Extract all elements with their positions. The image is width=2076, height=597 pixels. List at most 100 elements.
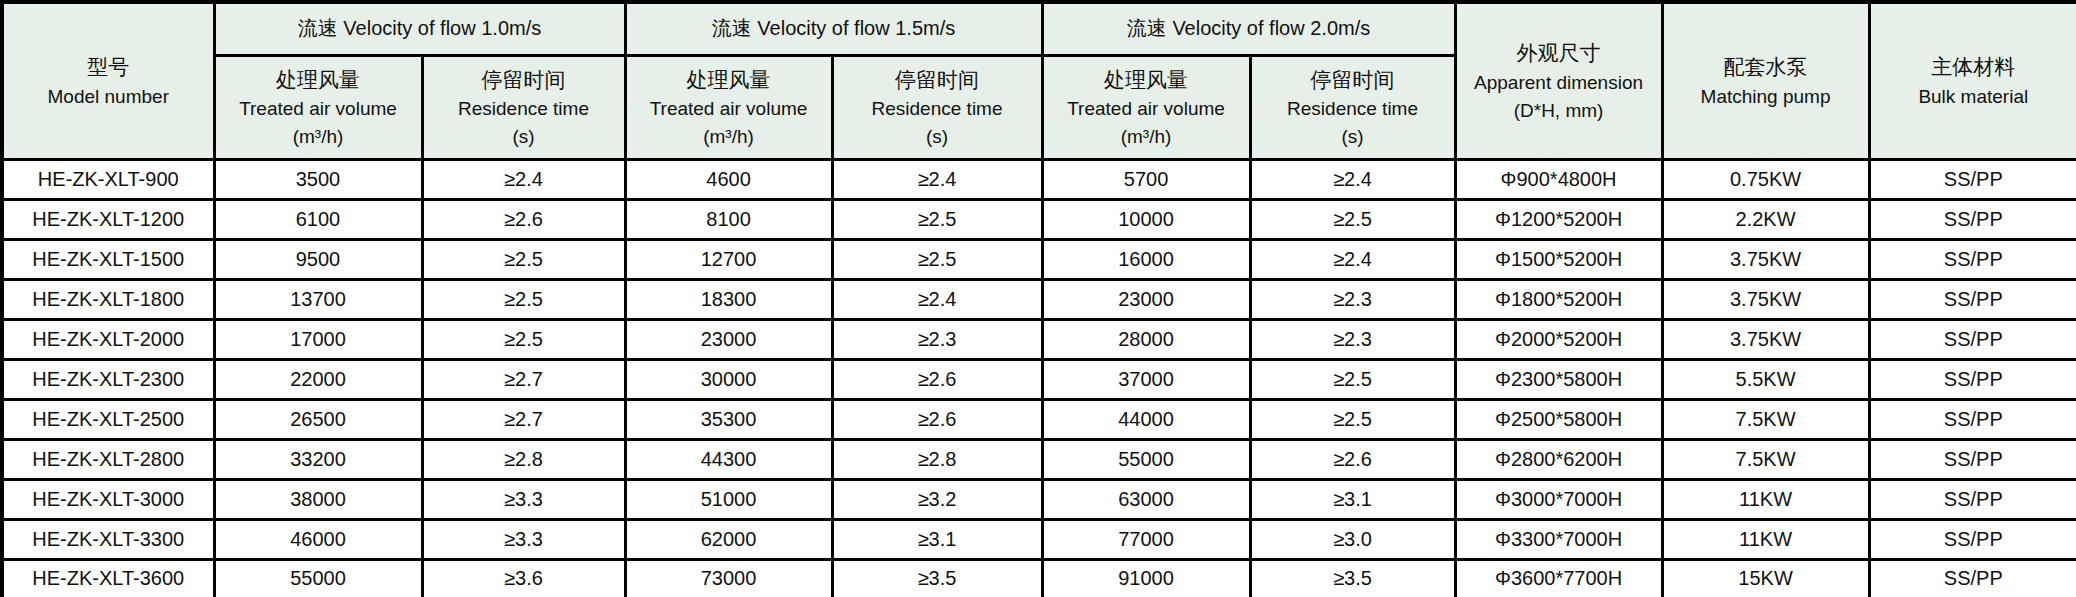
subheader-air-volume-2-0: 处理风量 Treated air volume (m³/h) (1042, 55, 1250, 159)
cell-material: SS/PP (1869, 159, 2076, 199)
header-group-velocity-1-0-label: 流速 Velocity of flow 1.0m/s (220, 15, 620, 42)
cell-v10_air: 13700 (214, 279, 422, 319)
cell-dim: Φ3000*7000H (1455, 479, 1662, 519)
cell-v10_res: ≥2.5 (422, 239, 625, 279)
table-row: HE-ZK-XLT-230022000≥2.730000≥2.637000≥2.… (2, 359, 2076, 399)
cell-v10_air: 9500 (214, 239, 422, 279)
cell-dim: Φ1500*5200H (1455, 239, 1662, 279)
cell-pump: 3.75KW (1662, 279, 1869, 319)
cell-dim: Φ2500*5800H (1455, 399, 1662, 439)
cell-v10_air: 26500 (214, 399, 422, 439)
cell-v15_res: ≥2.6 (832, 399, 1042, 439)
cell-v10_res: ≥3.6 (422, 559, 625, 597)
cell-v10_air: 6100 (214, 199, 422, 239)
header-group-velocity-1-5-label: 流速 Velocity of flow 1.5m/s (631, 15, 1037, 42)
table-row: HE-ZK-XLT-330046000≥3.362000≥3.177000≥3.… (2, 519, 2076, 559)
cell-v15_res: ≥3.1 (832, 519, 1042, 559)
cell-model: HE-ZK-XLT-1200 (2, 199, 214, 239)
subheader-res-unit: (s) (838, 123, 1037, 151)
cell-v20_res: ≥3.5 (1250, 559, 1455, 597)
cell-v15_air: 23000 (625, 319, 832, 359)
cell-v15_air: 4600 (625, 159, 832, 199)
cell-v20_res: ≥2.6 (1250, 439, 1455, 479)
cell-model: HE-ZK-XLT-2500 (2, 399, 214, 439)
cell-material: SS/PP (1869, 199, 2076, 239)
cell-v20_res: ≥2.3 (1250, 279, 1455, 319)
header-model: 型号 Model number (2, 2, 214, 159)
cell-v20_air: 91000 (1042, 559, 1250, 597)
cell-v20_res: ≥2.5 (1250, 199, 1455, 239)
subheader-air-en: Treated air volume (220, 95, 417, 123)
cell-material: SS/PP (1869, 359, 2076, 399)
cell-v15_air: 12700 (625, 239, 832, 279)
cell-v20_air: 5700 (1042, 159, 1250, 199)
cell-v20_air: 28000 (1042, 319, 1250, 359)
cell-pump: 15KW (1662, 559, 1869, 597)
cell-v10_res: ≥2.4 (422, 159, 625, 199)
cell-v20_air: 44000 (1042, 399, 1250, 439)
table-header: 型号 Model number 流速 Velocity of flow 1.0m… (2, 2, 2076, 159)
cell-material: SS/PP (1869, 279, 2076, 319)
subheader-air-zh: 处理风量 (1048, 64, 1245, 96)
cell-model: HE-ZK-XLT-2300 (2, 359, 214, 399)
cell-model: HE-ZK-XLT-3600 (2, 559, 214, 597)
table-row: HE-ZK-XLT-200017000≥2.523000≥2.328000≥2.… (2, 319, 2076, 359)
cell-v15_res: ≥2.4 (832, 279, 1042, 319)
header-material: 主体材料 Bulk material (1869, 2, 2076, 159)
subheader-res-unit: (s) (1256, 123, 1450, 151)
cell-v15_res: ≥2.6 (832, 359, 1042, 399)
cell-dim: Φ2300*5800H (1455, 359, 1662, 399)
header-pump: 配套水泵 Matching pump (1662, 2, 1869, 159)
header-pump-en: Matching pump (1668, 83, 1864, 111)
subheader-air-unit: (m³/h) (1048, 123, 1245, 151)
cell-v20_res: ≥3.1 (1250, 479, 1455, 519)
subheader-res-zh: 停留时间 (838, 64, 1037, 96)
cell-v10_air: 22000 (214, 359, 422, 399)
table-row: HE-ZK-XLT-360055000≥3.673000≥3.591000≥3.… (2, 559, 2076, 597)
subheader-air-unit: (m³/h) (631, 123, 827, 151)
cell-v20_air: 16000 (1042, 239, 1250, 279)
cell-v10_air: 33200 (214, 439, 422, 479)
header-material-zh: 主体材料 (1875, 51, 2073, 83)
cell-material: SS/PP (1869, 439, 2076, 479)
cell-v20_air: 37000 (1042, 359, 1250, 399)
cell-v20_air: 77000 (1042, 519, 1250, 559)
cell-dim: Φ2000*5200H (1455, 319, 1662, 359)
header-dimension-unit: (D*H, mm) (1461, 97, 1657, 125)
cell-v15_res: ≥2.5 (832, 199, 1042, 239)
subheader-res-en: Residence time (1256, 95, 1450, 123)
cell-pump: 7.5KW (1662, 439, 1869, 479)
cell-material: SS/PP (1869, 399, 2076, 439)
cell-v10_res: ≥2.7 (422, 359, 625, 399)
header-dimension-en: Apparent dimension (1461, 69, 1657, 97)
cell-v15_air: 51000 (625, 479, 832, 519)
cell-v10_air: 38000 (214, 479, 422, 519)
cell-material: SS/PP (1869, 519, 2076, 559)
table-body: HE-ZK-XLT-9003500≥2.44600≥2.45700≥2.4Φ90… (2, 159, 2076, 597)
cell-v20_air: 55000 (1042, 439, 1250, 479)
table-row: HE-ZK-XLT-15009500≥2.512700≥2.516000≥2.4… (2, 239, 2076, 279)
cell-v20_res: ≥2.3 (1250, 319, 1455, 359)
cell-model: HE-ZK-XLT-2000 (2, 319, 214, 359)
cell-v15_res: ≥3.2 (832, 479, 1042, 519)
cell-model: HE-ZK-XLT-2800 (2, 439, 214, 479)
table-row: HE-ZK-XLT-180013700≥2.518300≥2.423000≥2.… (2, 279, 2076, 319)
cell-v10_res: ≥3.3 (422, 519, 625, 559)
header-group-velocity-2-0-label: 流速 Velocity of flow 2.0m/s (1048, 15, 1450, 42)
header-material-en: Bulk material (1875, 83, 2073, 111)
cell-v15_res: ≥2.5 (832, 239, 1042, 279)
subheader-air-zh: 处理风量 (631, 64, 827, 96)
header-group-velocity-1-0: 流速 Velocity of flow 1.0m/s (214, 2, 625, 55)
subheader-res-unit: (s) (428, 123, 620, 151)
cell-v15_res: ≥2.4 (832, 159, 1042, 199)
subheader-air-volume-1-0: 处理风量 Treated air volume (m³/h) (214, 55, 422, 159)
cell-model: HE-ZK-XLT-1800 (2, 279, 214, 319)
header-pump-zh: 配套水泵 (1668, 51, 1864, 83)
cell-v10_res: ≥2.5 (422, 279, 625, 319)
cell-v20_air: 10000 (1042, 199, 1250, 239)
subheader-air-volume-1-5: 处理风量 Treated air volume (m³/h) (625, 55, 832, 159)
cell-v15_res: ≥2.8 (832, 439, 1042, 479)
subheader-residence-time-1-0: 停留时间 Residence time (s) (422, 55, 625, 159)
cell-model: HE-ZK-XLT-1500 (2, 239, 214, 279)
cell-v20_air: 23000 (1042, 279, 1250, 319)
